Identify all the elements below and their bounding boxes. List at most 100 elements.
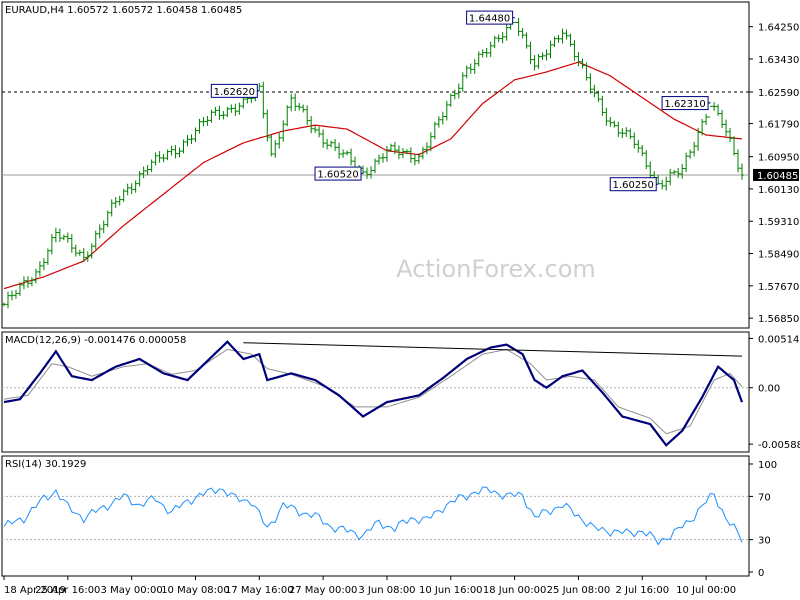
price-callout: 1.64480 — [466, 10, 515, 25]
ohlc-bar — [388, 143, 393, 152]
moving-average-line — [3, 61, 743, 290]
ohlc-bar — [524, 32, 529, 49]
ohlc-bar — [580, 58, 585, 69]
ohlc-bar — [492, 35, 497, 49]
ohlc-bar — [289, 93, 294, 112]
price-tick-label: 1.61790 — [758, 120, 799, 131]
ohlc-bar — [616, 121, 621, 137]
ohlc-bar — [468, 63, 473, 74]
ohlc-bar — [472, 59, 477, 74]
ohlc-bar — [584, 62, 589, 81]
ohlc-bar — [632, 132, 637, 149]
ohlc-bar — [648, 161, 653, 181]
price-header: EURAUD,H4 1.60572 1.60572 1.60458 1.6048… — [5, 5, 242, 16]
ohlc-bar — [205, 115, 210, 126]
ohlc-bar — [740, 163, 744, 180]
ohlc-bar — [349, 148, 354, 166]
rsi-line — [2, 486, 749, 546]
rsi-tick-label: 70 — [758, 492, 771, 503]
ohlc-bar — [484, 47, 489, 58]
price-axis: 1.64250 1.63430 1.62590 1.61790 1.60950 1.601… — [749, 23, 799, 325]
ohlc-bar — [213, 106, 218, 116]
ohlc-bar — [33, 268, 38, 284]
callout-label: 1.62310 — [664, 99, 705, 110]
ohlc-bar — [297, 102, 302, 111]
ohlc-bar — [209, 109, 214, 123]
ohlc-bar — [229, 104, 234, 113]
rsi-tick-label: 30 — [758, 536, 771, 547]
ohlc-bar — [89, 243, 94, 259]
ohlc-bar — [321, 129, 326, 148]
ohlc-bars — [2, 17, 744, 309]
ohlc-bar — [141, 166, 146, 179]
price-tick-label: 1.62590 — [758, 88, 799, 99]
callout-label: 1.60250 — [613, 180, 654, 191]
ohlc-bar — [428, 132, 433, 152]
time-tick-label: 2 Jul 16:00 — [615, 585, 669, 596]
ohlc-bar — [572, 40, 577, 61]
ohlc-bar — [109, 199, 114, 217]
ohlc-bar — [612, 120, 617, 128]
ohlc-bar — [480, 49, 485, 58]
price-callout: 1.60520 — [314, 166, 364, 181]
macd-panel: MACD(12,26,9) -0.001476 0.000058 0.00514… — [1, 331, 800, 453]
ohlc-bar — [672, 170, 677, 175]
ohlc-bar — [604, 107, 609, 126]
ohlc-bar — [576, 51, 581, 67]
ohlc-bar — [416, 153, 421, 164]
ohlc-bar — [720, 109, 725, 129]
ohlc-bar — [704, 113, 709, 125]
ohlc-bar — [133, 180, 138, 193]
macd-axis: 0.005149 0.00 -0.005887 — [749, 334, 800, 451]
ohlc-bar — [380, 153, 385, 163]
macd-tick-label: -0.005887 — [758, 440, 800, 451]
ohlc-bar — [384, 145, 389, 162]
ohlc-bar — [412, 154, 417, 166]
time-tick-label: 10 Jun 16:00 — [419, 585, 483, 596]
ohlc-bar — [329, 140, 334, 148]
ohlc-bar — [125, 183, 130, 196]
price-tick-label: 1.56850 — [758, 314, 799, 325]
ohlc-bar — [696, 127, 701, 151]
ohlc-bar — [121, 188, 126, 202]
ohlc-bar — [149, 159, 154, 173]
ohlc-bar — [221, 111, 226, 120]
ohlc-bar — [225, 106, 230, 117]
time-tick-label: 18 Jun 00:00 — [483, 585, 547, 596]
ohlc-bar — [692, 141, 697, 157]
time-tick-label: 25 Jun 08:00 — [547, 585, 611, 596]
ohlc-bar — [25, 276, 30, 288]
ohlc-bar — [668, 168, 673, 186]
ohlc-bar — [137, 170, 142, 187]
ohlc-bar — [197, 118, 202, 134]
price-callout: 1.60250 — [609, 177, 659, 192]
ohlc-bar — [261, 81, 266, 119]
ohlc-bar — [680, 163, 685, 179]
price-callouts: 1.64480 1.62620 1.60520 1.60250 1.62310 — [210, 10, 711, 192]
ohlc-bar — [512, 17, 517, 23]
ohlc-bar — [37, 261, 42, 277]
time-tick-label: 27 May 00:00 — [289, 585, 358, 596]
macd-tick-label: 0.005149 — [758, 334, 800, 345]
ohlc-bar — [448, 93, 453, 107]
ohlc-bar — [93, 230, 98, 250]
price-tick-label: 1.59310 — [758, 217, 799, 228]
ohlc-bar — [77, 249, 82, 256]
ohlc-bar — [101, 220, 106, 234]
ohlc-bar — [269, 134, 274, 157]
ohlc-bar — [620, 128, 625, 139]
ohlc-bar — [712, 102, 717, 111]
macd-trendline — [243, 342, 743, 357]
ohlc-bar — [528, 41, 533, 65]
ohlc-bar — [728, 127, 733, 143]
ohlc-bar — [544, 49, 549, 61]
ohlc-bar — [313, 125, 318, 133]
ohlc-bar — [568, 33, 573, 47]
ohlc-bar — [408, 147, 413, 163]
ohlc-bar — [488, 41, 493, 58]
ohlc-bar — [97, 224, 102, 239]
ohlc-bar — [456, 83, 461, 99]
macd-panel-frame — [1, 331, 750, 453]
ohlc-bar — [736, 149, 741, 173]
ohlc-bar — [257, 83, 262, 92]
